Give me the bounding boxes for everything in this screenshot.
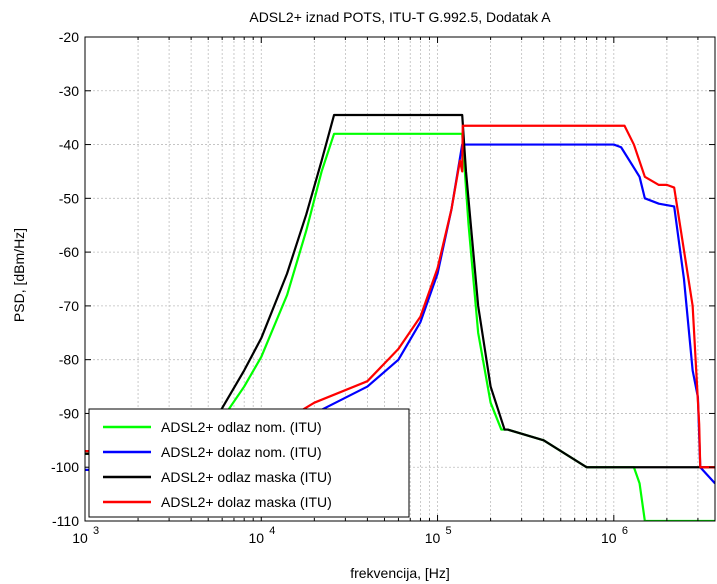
x-tick-base: 10 — [248, 530, 264, 546]
x-tick-base: 10 — [72, 530, 88, 546]
x-tick-base: 10 — [425, 530, 441, 546]
series-line-4 — [85, 124, 715, 469]
series-layer — [85, 113, 715, 521]
x-tick-label: 10 5 — [425, 525, 452, 546]
y-tick-label: -70 — [59, 298, 79, 314]
y-tick-label: -30 — [59, 83, 79, 99]
x-tick-label: 10 6 — [601, 525, 628, 546]
x-axis-label: frekvencija, [Hz] — [350, 565, 450, 581]
legend-label: ADSL2+ odlaz nom. (ITU) — [161, 419, 322, 435]
y-tick-label: -90 — [59, 405, 79, 421]
y-tick-label: -20 — [59, 29, 79, 45]
axis-ticks — [84, 36, 715, 522]
y-tick-labels: -20 -30 -40 -50 -60 -70 -80 -90 -100 -110 — [51, 29, 79, 529]
series-line-2 — [85, 143, 715, 485]
series-line-3 — [85, 113, 715, 469]
plot-frame — [84, 36, 716, 522]
x-tick-label: 10 3 — [72, 525, 99, 546]
y-tick-label: -50 — [59, 190, 79, 206]
x-tick-base: 10 — [601, 530, 617, 546]
legend: ADSL2+ odlaz nom. (ITU) ADSL2+ dolaz nom.… — [88, 408, 410, 518]
grid-lines — [84, 36, 715, 522]
legend-label: ADSL2+ dolaz nom. (ITU) — [161, 444, 322, 460]
y-tick-label: -110 — [52, 513, 79, 529]
legend-label: ADSL2+ dolaz maska (ITU) — [161, 494, 332, 510]
y-axis-label: PSD, [dBm/Hz] — [11, 228, 27, 322]
y-tick-label: -80 — [59, 352, 79, 368]
x-tick-exponent: 6 — [622, 525, 628, 537]
x-tick-labels: 10 3 10 4 10 5 10 6 — [72, 525, 628, 546]
x-tick-exponent: 4 — [269, 525, 275, 537]
y-tick-label: -60 — [59, 244, 79, 260]
x-tick-exponent: 5 — [446, 525, 452, 537]
x-tick-exponent: 3 — [93, 525, 99, 537]
chart-title: ADSL2+ iznad POTS, ITU-T G.992.5, Dodata… — [249, 9, 551, 25]
x-tick-label: 10 4 — [248, 525, 275, 546]
y-tick-label: -40 — [59, 137, 79, 153]
y-tick-label: -100 — [51, 459, 79, 475]
legend-label: ADSL2+ odlaz maska (ITU) — [161, 469, 332, 485]
